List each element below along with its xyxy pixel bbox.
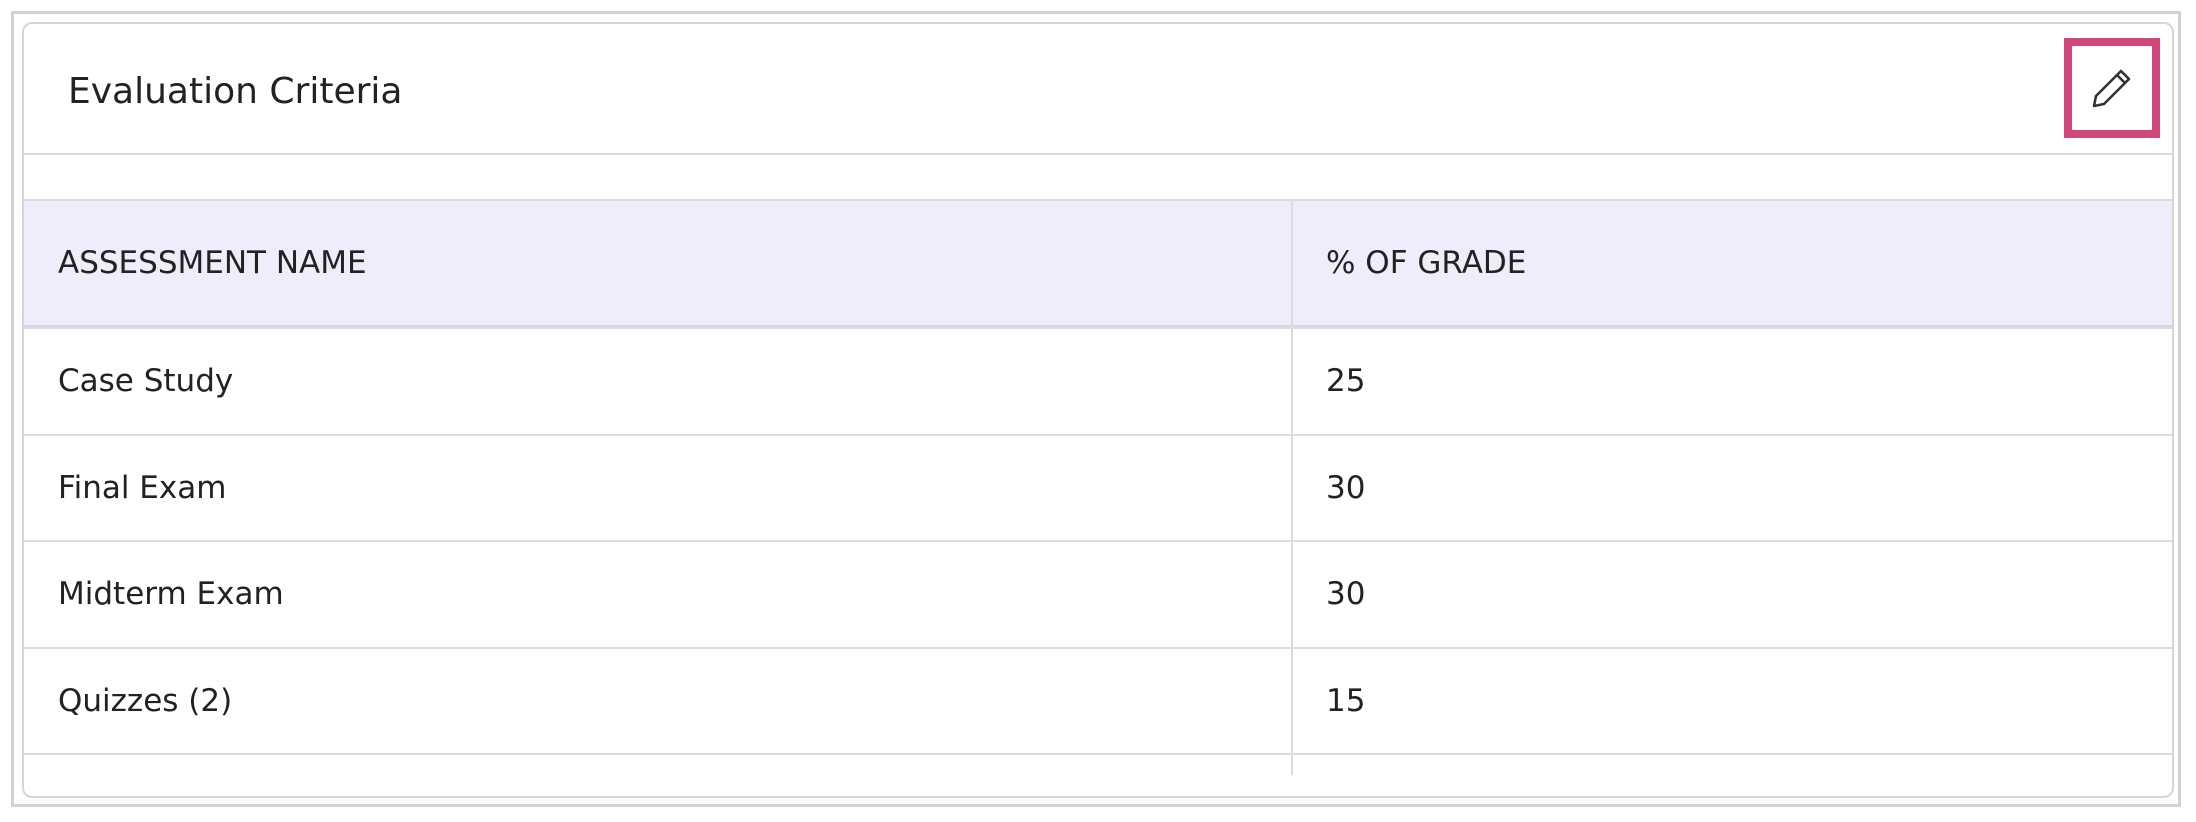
column-header: % OF GRADE xyxy=(1326,245,1527,281)
table-header: ASSESSMENT NAME % OF GRADE xyxy=(24,199,2172,327)
grade-percent: 30 xyxy=(1326,576,1366,613)
table-row: Case Study 25 xyxy=(24,327,2172,434)
assessment-name: Case Study xyxy=(58,363,234,400)
table-row: Quizzes (2) 15 xyxy=(24,646,2172,754)
criteria-card: Evaluation Criteria ASSESSMENT NAME % OF … xyxy=(22,22,2174,798)
assessment-name: Quizzes (2) xyxy=(58,682,233,719)
grade-percent: 15 xyxy=(1326,682,1366,719)
grade-percent: 30 xyxy=(1326,469,1366,506)
column-header: ASSESSMENT NAME xyxy=(58,245,367,281)
assessment-name: Final Exam xyxy=(58,469,227,506)
table-row: Midterm Exam 30 xyxy=(24,540,2172,647)
table-bottom xyxy=(24,753,2172,755)
pencil-icon xyxy=(2092,69,2131,108)
column-divider xyxy=(1291,201,1293,775)
frame xyxy=(11,11,2181,807)
grade-percent: 25 xyxy=(1326,363,1366,400)
table-row: Final Exam 30 xyxy=(24,433,2172,541)
header-divider xyxy=(24,153,2172,155)
card-title: Evaluation Criteria xyxy=(68,71,403,112)
edit-button[interactable] xyxy=(2064,38,2160,138)
assessment-name: Midterm Exam xyxy=(58,576,284,613)
